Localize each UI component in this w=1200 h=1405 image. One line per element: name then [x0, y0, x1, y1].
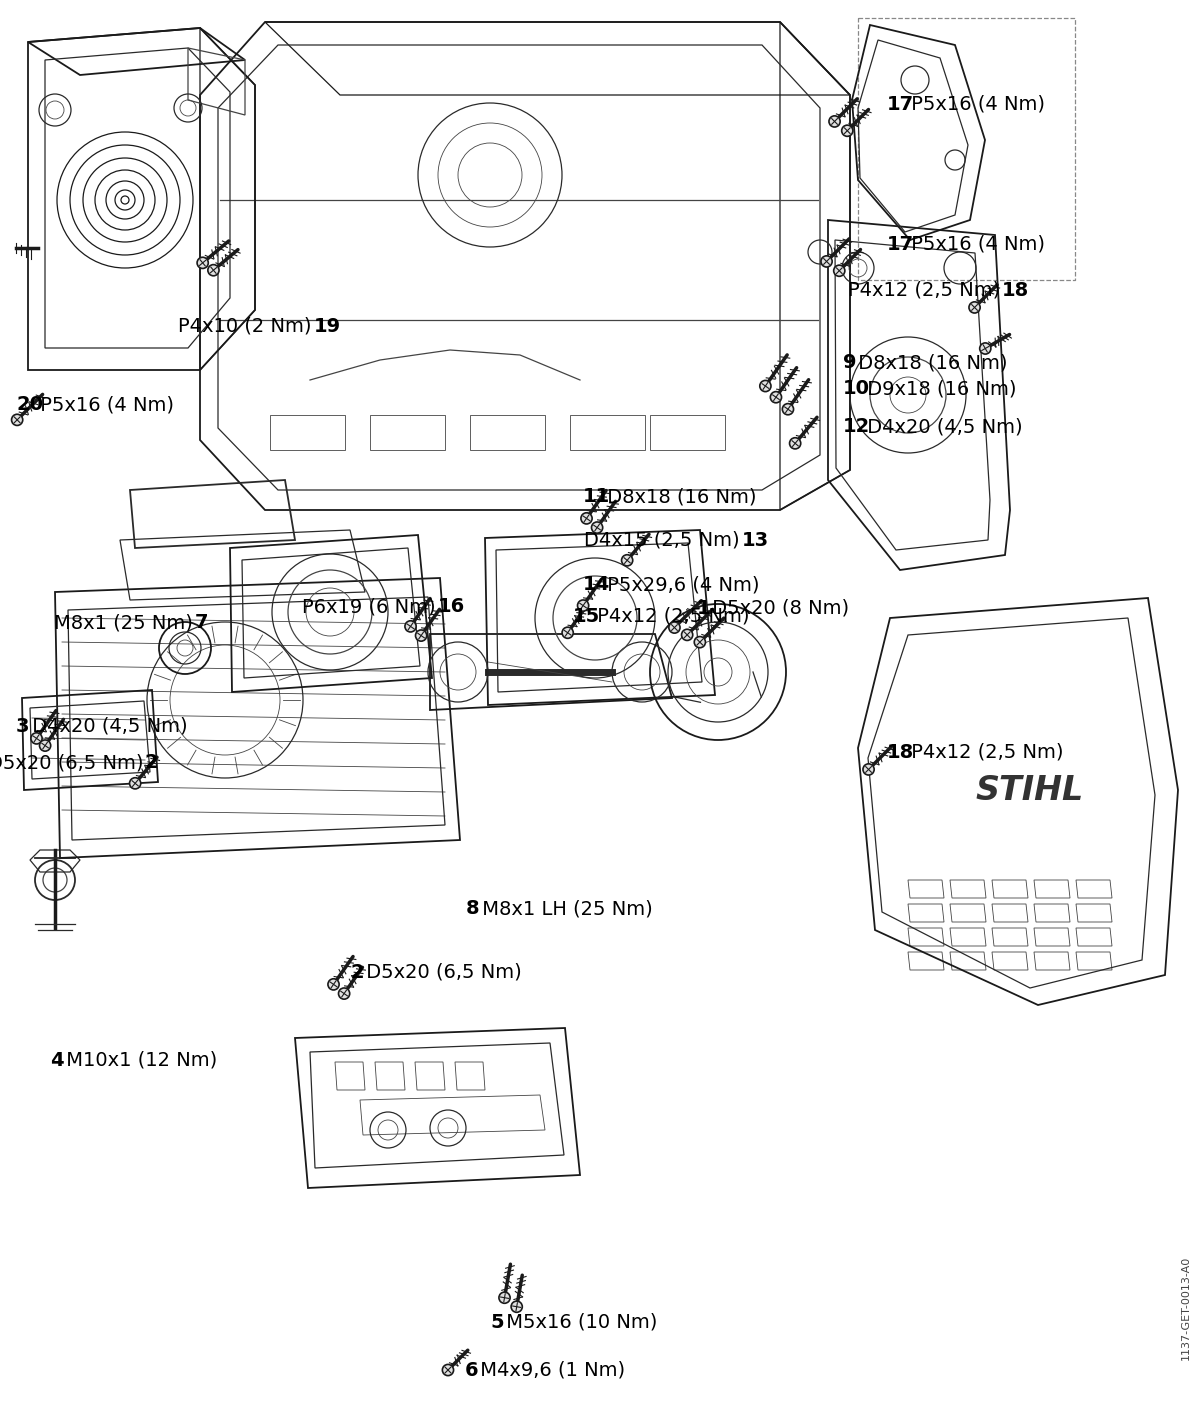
Text: M10x1 (12 Nm): M10x1 (12 Nm): [60, 1051, 217, 1069]
Text: 9: 9: [842, 354, 857, 372]
Text: 18: 18: [1002, 281, 1030, 299]
Text: 14: 14: [583, 576, 611, 594]
Text: 1137-GET-0013-A0: 1137-GET-0013-A0: [1181, 1256, 1190, 1360]
Text: 16: 16: [438, 597, 466, 617]
Circle shape: [208, 264, 220, 275]
Circle shape: [790, 438, 800, 450]
Text: P4x12 (2,5 Nm): P4x12 (2,5 Nm): [905, 742, 1063, 762]
Circle shape: [562, 627, 574, 638]
Circle shape: [40, 740, 50, 752]
Text: M8x1 LH (25 Nm): M8x1 LH (25 Nm): [475, 899, 653, 919]
Text: M8x1 (25 Nm): M8x1 (25 Nm): [54, 614, 193, 632]
Circle shape: [979, 343, 991, 354]
Text: D4x15 (2,5 Nm): D4x15 (2,5 Nm): [584, 531, 740, 549]
Text: P4x10 (2 Nm): P4x10 (2 Nm): [179, 316, 312, 336]
Circle shape: [511, 1301, 522, 1312]
Text: D4x20 (4,5 Nm): D4x20 (4,5 Nm): [25, 717, 187, 735]
Text: 12: 12: [842, 417, 870, 437]
Text: P5x16 (4 Nm): P5x16 (4 Nm): [34, 395, 174, 414]
Text: D5x20 (8 Nm): D5x20 (8 Nm): [707, 599, 850, 618]
Circle shape: [12, 414, 23, 426]
Circle shape: [415, 629, 427, 641]
Text: 7: 7: [194, 614, 209, 632]
Circle shape: [328, 979, 340, 991]
Circle shape: [668, 622, 680, 634]
Text: 10: 10: [842, 379, 870, 399]
Text: 5: 5: [490, 1312, 504, 1332]
Circle shape: [821, 256, 832, 267]
Text: 2: 2: [145, 753, 158, 773]
Text: 13: 13: [742, 531, 769, 549]
Circle shape: [968, 302, 980, 313]
Text: P5x16 (4 Nm): P5x16 (4 Nm): [905, 94, 1045, 114]
Text: 19: 19: [314, 316, 341, 336]
Circle shape: [130, 778, 140, 790]
Text: D8x18 (16 Nm): D8x18 (16 Nm): [852, 354, 1008, 372]
Text: P6x19 (6 Nm): P6x19 (6 Nm): [302, 597, 436, 617]
Text: 17: 17: [887, 94, 914, 114]
Circle shape: [622, 555, 632, 566]
Circle shape: [782, 403, 793, 414]
Text: 20: 20: [16, 395, 43, 414]
Circle shape: [829, 115, 840, 126]
Text: M5x16 (10 Nm): M5x16 (10 Nm): [499, 1312, 656, 1332]
Circle shape: [31, 733, 42, 745]
Circle shape: [581, 513, 592, 524]
Circle shape: [760, 381, 770, 392]
Text: D9x18 (16 Nm): D9x18 (16 Nm): [862, 379, 1016, 399]
Text: 11: 11: [583, 488, 611, 506]
Circle shape: [577, 600, 589, 611]
Circle shape: [197, 257, 209, 268]
Circle shape: [834, 266, 845, 277]
Circle shape: [443, 1364, 454, 1375]
Text: 1: 1: [697, 599, 710, 618]
Circle shape: [863, 764, 874, 776]
Circle shape: [770, 392, 781, 403]
Text: P4x12 (2,5 Nm): P4x12 (2,5 Nm): [592, 607, 750, 625]
Text: D8x18 (16 Nm): D8x18 (16 Nm): [601, 488, 756, 506]
Text: D4x20 (4,5 Nm): D4x20 (4,5 Nm): [862, 417, 1022, 437]
Text: 8: 8: [466, 899, 480, 919]
Text: 6: 6: [466, 1360, 479, 1380]
Text: 2: 2: [350, 962, 364, 982]
Text: 18: 18: [887, 742, 914, 762]
Text: D5x20 (6,5 Nm): D5x20 (6,5 Nm): [360, 962, 521, 982]
Circle shape: [499, 1293, 510, 1304]
Text: 15: 15: [574, 607, 600, 625]
Text: D5x20 (6,5 Nm): D5x20 (6,5 Nm): [0, 753, 143, 773]
Circle shape: [682, 629, 692, 641]
Text: STIHL: STIHL: [976, 774, 1084, 806]
Text: P5x29,6 (4 Nm): P5x29,6 (4 Nm): [601, 576, 760, 594]
Text: 17: 17: [887, 235, 914, 253]
Circle shape: [695, 636, 706, 648]
Text: P4x12 (2,5 Nm): P4x12 (2,5 Nm): [847, 281, 1000, 299]
Circle shape: [592, 523, 602, 532]
Text: 4: 4: [50, 1051, 64, 1069]
Text: M4x9,6 (1 Nm): M4x9,6 (1 Nm): [474, 1360, 625, 1380]
Text: P5x16 (4 Nm): P5x16 (4 Nm): [905, 235, 1045, 253]
Circle shape: [338, 988, 349, 999]
Text: 3: 3: [16, 717, 30, 735]
Circle shape: [404, 621, 416, 632]
Circle shape: [841, 125, 853, 136]
